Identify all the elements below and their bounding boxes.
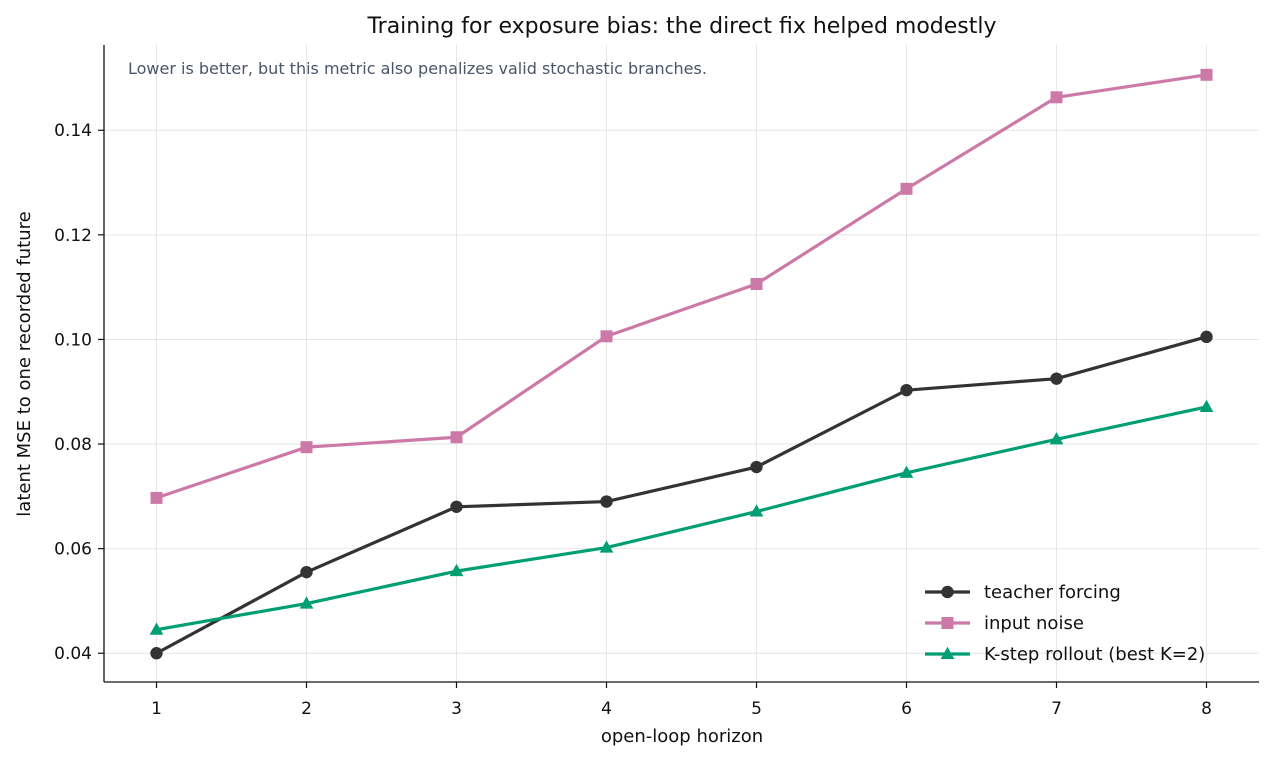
legend-label: teacher forcing — [984, 582, 1121, 603]
data-point — [299, 596, 314, 609]
legend-entry: K-step rollout (best K=2) — [925, 644, 1205, 665]
data-point — [1049, 432, 1064, 445]
x-tick-label: 8 — [1201, 699, 1212, 719]
legend-marker — [941, 585, 954, 599]
data-point — [450, 431, 463, 444]
x-tick-label: 6 — [901, 699, 912, 719]
data-point — [1050, 372, 1063, 385]
series-0 — [150, 330, 1213, 660]
y-tick-label: 0.14 — [54, 121, 92, 141]
data-point — [599, 540, 614, 553]
y-tick-label: 0.10 — [54, 330, 92, 350]
x-axis-label: open-loop horizon — [601, 726, 763, 747]
data-point — [900, 383, 913, 397]
grid-lines — [104, 45, 1259, 682]
x-tick-label: 1 — [151, 699, 162, 719]
x-tick-label: 4 — [601, 699, 612, 719]
data-point — [150, 647, 163, 660]
data-point — [450, 500, 463, 513]
legend-marker — [941, 617, 954, 629]
chart-annotation: Lower is better, but this metric also pe… — [128, 59, 707, 78]
legend-label: K-step rollout (best K=2) — [984, 644, 1205, 665]
x-tick-label: 7 — [1051, 699, 1062, 719]
data-point — [900, 182, 913, 195]
data-point — [1050, 91, 1063, 104]
y-tick-label: 0.04 — [54, 644, 92, 664]
y-tick-label: 0.12 — [54, 226, 92, 246]
x-tick-label: 2 — [301, 699, 312, 719]
series-line — [155, 73, 1207, 500]
axes — [103, 45, 1259, 683]
x-tick-label: 3 — [451, 699, 462, 719]
data-point — [1200, 68, 1213, 81]
data-point — [899, 465, 914, 478]
data-point — [1199, 399, 1214, 412]
legend-label: input noise — [984, 613, 1084, 634]
data-point — [600, 495, 613, 508]
y-tick-label: 0.06 — [54, 540, 92, 560]
legend-marker — [940, 646, 955, 660]
data-point — [300, 441, 313, 454]
data-point — [449, 563, 464, 577]
x-tick-label: 5 — [751, 699, 762, 719]
data-point — [749, 504, 764, 517]
legend-entry: input noise — [925, 613, 1084, 634]
data-point — [1200, 330, 1213, 344]
legend-entry: teacher forcing — [925, 582, 1121, 603]
series-1 — [150, 68, 1213, 504]
axis-ticks: 1 2 3 4 5 6 7 8 0.04 0.06 0.08 0.10 0.12 0.14 — [54, 121, 1212, 719]
data-point — [600, 330, 613, 343]
data-point — [300, 565, 313, 579]
series-layer — [149, 68, 1214, 660]
data-point — [150, 491, 163, 504]
series-2 — [149, 399, 1214, 635]
series-line — [156, 405, 1207, 632]
series-line — [155, 335, 1207, 655]
y-tick-label: 0.08 — [54, 435, 92, 455]
legend: teacher forcing input noise K-step rollout… — [925, 582, 1205, 665]
data-point — [149, 622, 164, 635]
chart-title: Training for exposure bias: the direct f… — [366, 14, 996, 39]
data-point — [750, 278, 763, 291]
y-axis-label: latent MSE to one recorded future — [14, 211, 35, 516]
data-point — [750, 460, 763, 474]
